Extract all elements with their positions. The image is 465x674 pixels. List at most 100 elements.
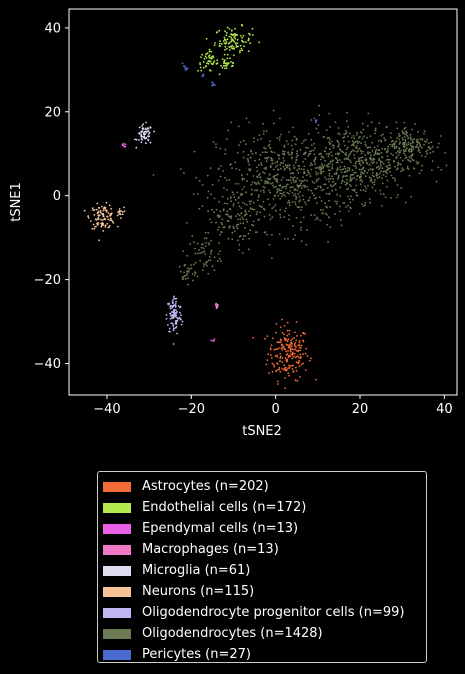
data-point: [206, 265, 208, 267]
data-point: [401, 159, 404, 162]
data-point: [337, 132, 340, 135]
data-point: [353, 154, 355, 156]
data-point: [194, 272, 197, 274]
data-point: [417, 131, 419, 133]
data-point: [390, 197, 393, 199]
data-point: [369, 151, 372, 154]
data-point: [267, 198, 269, 201]
data-point: [407, 143, 410, 146]
data-point: [276, 190, 279, 193]
legend-label: Astrocytes (n=202): [142, 479, 269, 494]
data-point: [307, 146, 309, 149]
data-point: [348, 198, 351, 201]
data-point: [179, 306, 181, 309]
data-point: [242, 238, 244, 241]
data-point: [207, 210, 210, 213]
data-point: [319, 158, 322, 161]
data-point: [233, 227, 236, 230]
data-point: [281, 318, 283, 321]
legend-label: Pericytes (n=27): [142, 647, 251, 662]
data-point: [322, 209, 324, 211]
data-point: [358, 157, 360, 160]
data-point: [213, 211, 215, 214]
data-point: [310, 144, 313, 147]
data-point: [188, 270, 190, 273]
data-point: [389, 143, 391, 146]
data-point: [233, 36, 236, 38]
data-point: [244, 209, 247, 212]
legend-item: Ependymal cells (n=13): [98, 518, 426, 539]
data-point: [367, 169, 370, 171]
data-point: [220, 260, 223, 263]
data-point: [379, 160, 382, 163]
data-point: [258, 164, 260, 167]
data-point: [350, 195, 352, 198]
data-point: [124, 145, 127, 148]
data-point: [364, 143, 367, 146]
data-point: [277, 363, 279, 365]
data-point: [120, 210, 122, 213]
data-point: [395, 121, 398, 124]
data-point: [351, 149, 354, 152]
data-point: [269, 147, 272, 150]
data-point: [272, 176, 275, 178]
data-point: [334, 153, 337, 155]
data-point: [247, 50, 250, 53]
data-point: [246, 157, 249, 160]
data-point: [293, 176, 296, 179]
data-point: [100, 225, 103, 228]
y-tick-label: 0: [53, 189, 61, 204]
data-point: [298, 206, 301, 208]
data-point: [262, 122, 264, 125]
data-point: [252, 224, 255, 227]
data-point: [251, 34, 254, 36]
data-point: [241, 174, 243, 177]
data-point: [297, 355, 299, 358]
data-point: [371, 186, 374, 189]
data-point: [370, 161, 373, 164]
data-point: [272, 168, 275, 171]
data-point: [96, 222, 99, 225]
data-point: [247, 161, 250, 164]
data-point: [291, 148, 294, 151]
data-point: [195, 176, 198, 179]
data-point: [276, 369, 278, 371]
data-point: [294, 347, 297, 350]
data-point: [346, 178, 348, 181]
data-point: [269, 347, 272, 349]
data-point: [141, 125, 143, 127]
data-point: [403, 127, 406, 130]
data-point: [397, 194, 399, 196]
data-point: [181, 276, 184, 278]
data-point: [281, 332, 284, 334]
data-point: [375, 172, 378, 174]
data-point: [335, 173, 338, 176]
data-point: [247, 38, 250, 41]
data-point: [283, 333, 286, 336]
data-point: [230, 29, 233, 32]
data-point: [108, 204, 111, 207]
data-point: [364, 175, 367, 178]
data-point: [247, 248, 250, 251]
legend-label: Endothelial cells (n=172): [142, 500, 307, 515]
data-point: [259, 173, 261, 175]
data-point: [366, 125, 369, 127]
data-point: [301, 142, 303, 145]
data-point: [279, 208, 282, 211]
data-point: [93, 214, 96, 216]
data-point: [330, 140, 333, 143]
data-point: [224, 39, 227, 42]
data-point: [202, 265, 205, 267]
data-point: [286, 329, 289, 332]
data-point: [287, 338, 290, 341]
data-point: [273, 365, 276, 368]
data-point: [302, 160, 305, 163]
legend-label: Ependymal cells (n=13): [142, 521, 299, 536]
data-point: [373, 181, 376, 184]
data-point: [315, 173, 318, 176]
data-point: [191, 235, 194, 238]
data-point: [356, 145, 358, 147]
data-point: [197, 69, 200, 72]
data-point: [103, 217, 106, 220]
